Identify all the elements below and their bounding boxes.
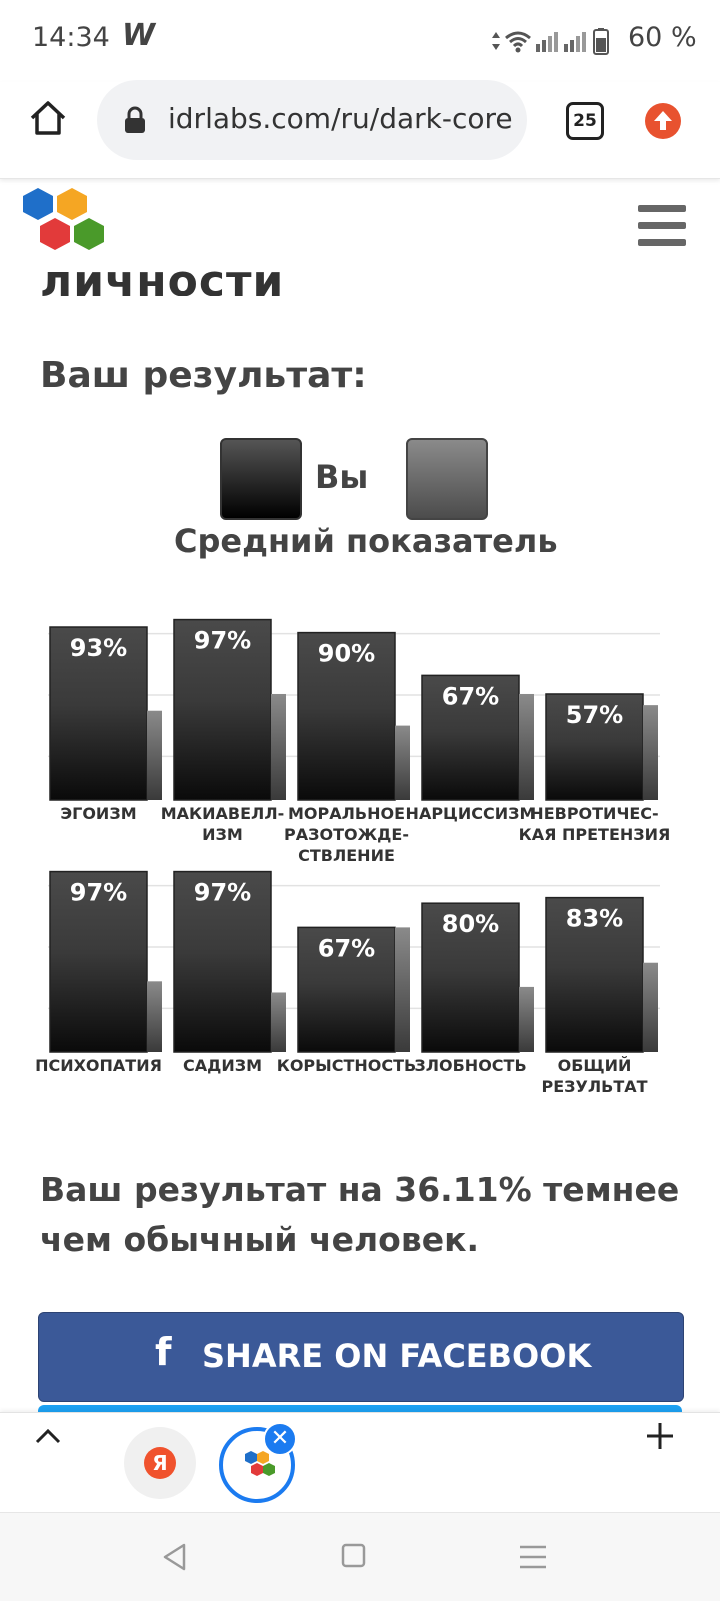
bar-value-label: 83% xyxy=(566,905,623,933)
facebook-icon: f xyxy=(155,1330,172,1374)
legend-average-label: Средний показатель xyxy=(174,522,558,560)
bar-value-label: 67% xyxy=(442,682,499,710)
bar-value-label: 90% xyxy=(318,640,375,668)
share-facebook-button[interactable] xyxy=(38,1312,684,1402)
bar-average xyxy=(147,710,162,800)
category-label: РЕЗУЛЬТАТ xyxy=(541,1077,647,1096)
battery-percent: 60 % xyxy=(628,22,697,53)
bar-average xyxy=(395,927,410,1052)
category-label: ПСИХОПАТИЯ xyxy=(35,1056,162,1075)
chevron-up-icon[interactable] xyxy=(34,1424,62,1448)
yandex-logo-icon: Я xyxy=(144,1447,176,1479)
bar-value-label: 97% xyxy=(70,879,127,907)
bar-value-label: 97% xyxy=(194,627,251,655)
hamburger-menu-icon[interactable] xyxy=(638,205,686,247)
bar-average xyxy=(519,986,534,1052)
bar-average xyxy=(395,725,410,800)
upload-icon[interactable] xyxy=(645,103,681,139)
category-label: СТВЛЕНИЕ xyxy=(298,846,395,865)
bar-you xyxy=(49,626,148,801)
app-notification-icon: W xyxy=(122,18,156,53)
bar-average xyxy=(643,705,658,800)
category-label: КАЯ ПРЕТЕНЗИЯ xyxy=(519,825,671,844)
system-nav-bar xyxy=(0,1512,720,1601)
category-label: КОРЫСТНОСТЬ xyxy=(277,1056,416,1075)
summary-text: Ваш результат на 36.11% темнее чем обычн… xyxy=(40,1170,680,1259)
bar-average xyxy=(271,992,286,1052)
bar-you xyxy=(49,870,148,1053)
bar-average xyxy=(643,962,658,1052)
category-label: МОРАЛЬНОЕ xyxy=(288,804,405,823)
bar-value-label: 80% xyxy=(442,910,499,938)
bar-value-label: 57% xyxy=(566,701,623,729)
page-heading: личности xyxy=(40,256,285,296)
category-label: ЭГОИЗМ xyxy=(60,804,136,823)
category-label: НАРЦИССИЗМ xyxy=(406,804,536,823)
share-facebook-label: SHARE ON FACEBOOK xyxy=(202,1337,592,1375)
network-signal-icons xyxy=(492,28,609,55)
bar-you xyxy=(545,693,644,801)
legend-you-label: Вы xyxy=(315,458,369,496)
bar-you xyxy=(173,870,272,1053)
close-tab-icon[interactable]: ✕ xyxy=(263,1422,297,1456)
bar-you xyxy=(297,631,396,801)
result-title: Ваш результат: xyxy=(40,355,367,396)
nav-back-icon[interactable] xyxy=(160,1542,190,1572)
category-label: МАКИАВЕЛЛ- xyxy=(161,804,285,823)
category-label: ЗЛОБНОСТЬ xyxy=(414,1056,526,1075)
new-tab-plus-icon[interactable] xyxy=(644,1420,676,1452)
lock-icon xyxy=(125,106,145,133)
address-bar[interactable] xyxy=(97,80,527,160)
idrlabs-logo-icon[interactable] xyxy=(18,186,110,256)
home-icon[interactable] xyxy=(28,98,68,138)
status-time: 14:34 xyxy=(32,22,110,53)
nav-recents-icon[interactable] xyxy=(518,1544,548,1570)
bar-you xyxy=(421,902,520,1053)
bar-you xyxy=(545,896,644,1053)
bar-you xyxy=(421,674,520,801)
bar-average xyxy=(271,693,286,800)
category-label: ОБЩИЙ xyxy=(558,1056,632,1075)
nav-home-icon[interactable] xyxy=(340,1542,368,1570)
category-label: САДИЗМ xyxy=(183,1056,262,1075)
bar-average xyxy=(147,981,162,1052)
browser-bottom-bar xyxy=(0,1412,720,1513)
bar-value-label: 97% xyxy=(194,879,251,907)
bar-value-label: 93% xyxy=(70,634,127,662)
legend-you-swatch xyxy=(220,438,302,520)
tab-switcher-button[interactable]: 25 xyxy=(566,102,604,140)
category-label: ИЗМ xyxy=(202,825,243,844)
bar-average xyxy=(519,693,534,800)
legend-average-swatch xyxy=(406,438,488,520)
category-label: НЕВРОТИЧЕС- xyxy=(530,804,658,823)
bar-you xyxy=(297,926,396,1053)
url-text[interactable]: idrlabs.com/ru/dark-core xyxy=(168,102,513,135)
results-chart: 93% ЭГОИЗМ 97% МАКИАВЕЛЛ- ИЗМ 90% МОРАЛЬНОЕ РАЗ… xyxy=(35,618,671,1096)
category-label: РАЗОТОЖДЕ- xyxy=(284,825,409,844)
bar-you xyxy=(173,618,272,801)
bar-value-label: 67% xyxy=(318,934,375,962)
idrlabs-tab-icon xyxy=(245,1451,275,1476)
